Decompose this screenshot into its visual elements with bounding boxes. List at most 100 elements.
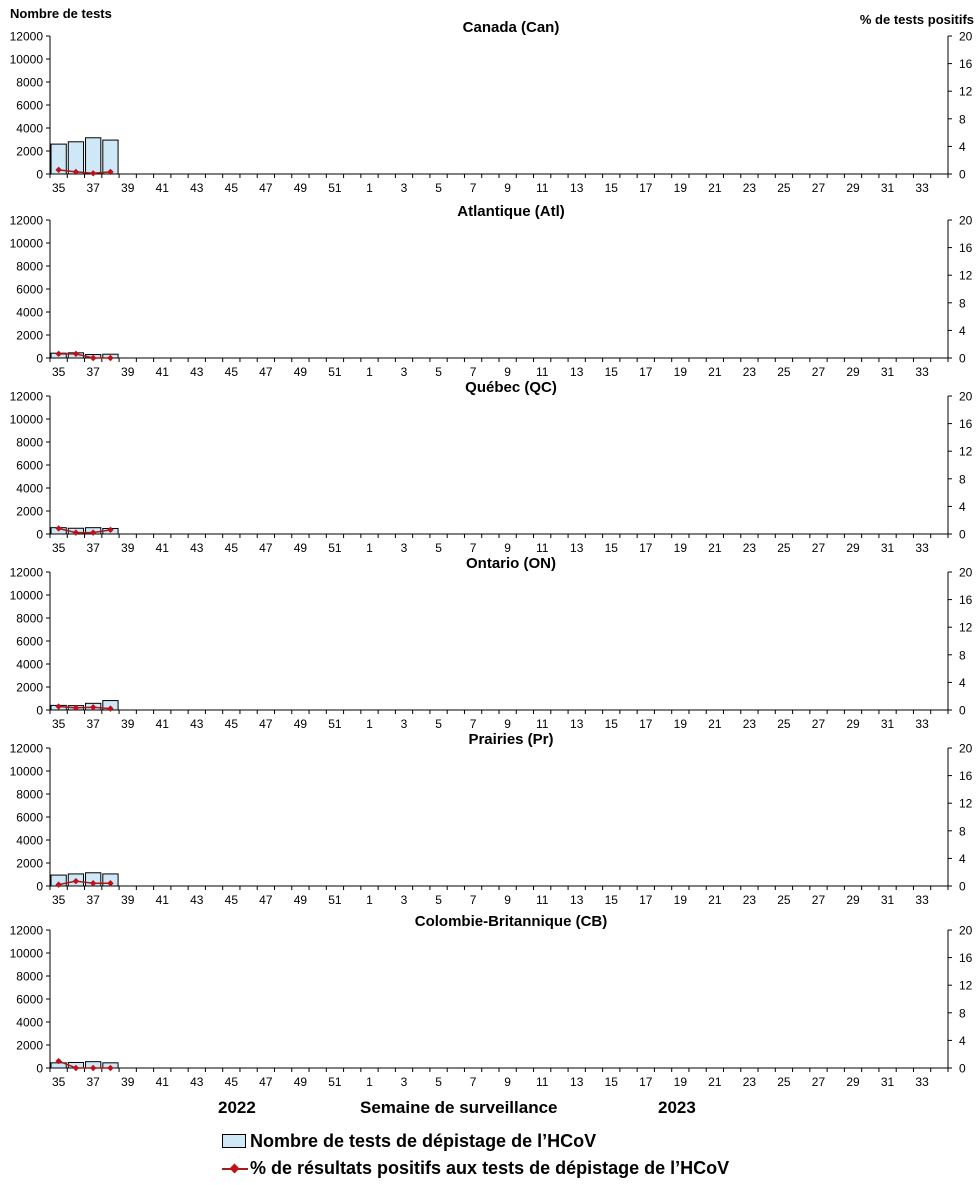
y-tick-label-left: 6000 (16, 283, 43, 297)
x-tick-label: 1 (366, 717, 373, 731)
y-tick-label-left: 0 (36, 1062, 43, 1076)
y-tick-label-left: 10000 (10, 765, 44, 779)
x-tick-label: 17 (639, 365, 653, 379)
y-tick-label-left: 4000 (16, 482, 43, 496)
y-tick-label-right: 20 (959, 30, 973, 44)
y-tick-label-right: 12 (959, 269, 973, 283)
x-tick-label: 29 (846, 717, 860, 731)
y-tick-label-left: 12000 (10, 390, 44, 404)
x-tick-label: 37 (86, 541, 100, 555)
year-label-right: 2023 (658, 1098, 696, 1117)
x-tick-label: 9 (504, 1075, 511, 1089)
x-tick-label: 25 (777, 365, 791, 379)
y-tick-label-left: 8000 (16, 260, 43, 274)
legend-marker-swatch (229, 1163, 240, 1174)
x-tick-label: 29 (846, 181, 860, 195)
panel-title: Ontario (ON) (466, 555, 556, 572)
y-tick-label-left: 0 (36, 352, 43, 366)
y-tick-label-right: 16 (959, 57, 973, 71)
x-tick-label: 41 (156, 1075, 170, 1089)
x-tick-label: 23 (743, 181, 757, 195)
x-tick-label: 17 (639, 541, 653, 555)
x-tick-label: 39 (121, 541, 135, 555)
y-tick-label-right: 0 (959, 528, 966, 542)
positivity-line (58, 1060, 111, 1069)
x-tick-label: 31 (881, 893, 895, 907)
x-tick-label: 15 (605, 365, 619, 379)
x-tick-label: 43 (190, 1075, 204, 1089)
x-tick-label: 31 (881, 717, 895, 731)
x-tick-label: 39 (121, 365, 135, 379)
x-tick-label: 3 (401, 1075, 408, 1089)
x-tick-label: 39 (121, 893, 135, 907)
positivity-point (89, 704, 97, 711)
positivity-point (55, 1057, 62, 1065)
year-label-left: 2022 (218, 1098, 256, 1117)
y-tick-label-right: 16 (959, 769, 973, 783)
y-tick-label-left: 12000 (10, 214, 44, 228)
y-tick-label-right: 8 (959, 648, 966, 662)
x-tick-label: 19 (674, 365, 688, 379)
x-tick-label: 31 (881, 1075, 895, 1089)
x-tick-label: 23 (743, 365, 757, 379)
x-tick-label: 17 (639, 717, 653, 731)
y-tick-label-left: 2000 (16, 329, 43, 343)
x-tick-label: 19 (674, 541, 688, 555)
x-tick-label: 35 (52, 181, 66, 195)
x-tick-label: 9 (504, 541, 511, 555)
panel-title: Colombie-Britannique (CB) (415, 913, 608, 930)
x-tick-label: 39 (121, 717, 135, 731)
x-tick-label: 15 (605, 893, 619, 907)
x-tick-label: 31 (881, 541, 895, 555)
y-tick-label-left: 12000 (10, 566, 44, 580)
y-tick-label-left: 0 (36, 168, 43, 182)
x-tick-label: 51 (328, 717, 342, 731)
y-tick-label-left: 4000 (16, 306, 43, 320)
y-tick-label-right: 8 (959, 472, 966, 486)
x-tick-label: 41 (156, 893, 170, 907)
x-tick-label: 13 (570, 541, 584, 555)
chart-panel: Prairies (Pr) 0 2000 4000 6000 8000 10000 12000… (10, 731, 973, 907)
x-tick-label: 5 (435, 181, 442, 195)
y-tick-label-left: 8000 (16, 612, 43, 626)
legend-label-tests: Nombre de tests de dépistage de l’HCoV (250, 1131, 597, 1151)
x-tick-label: 1 (366, 181, 373, 195)
y-tick-label-right: 8 (959, 296, 966, 310)
y-tick-label-left: 0 (36, 880, 43, 894)
legend-label-positivity: % de résultats positifs aux tests de dép… (250, 1158, 730, 1178)
x-tick-label: 15 (605, 717, 619, 731)
positivity-point (89, 1064, 97, 1072)
y-tick-label-left: 2000 (16, 1039, 43, 1053)
x-tick-label: 21 (708, 365, 722, 379)
x-tick-label: 47 (259, 181, 273, 195)
x-tick-label: 5 (435, 541, 442, 555)
x-tick-label: 31 (881, 181, 895, 195)
x-tick-label: 25 (777, 541, 791, 555)
y-tick-label-right: 20 (959, 214, 973, 228)
y-tick-label-left: 8000 (16, 970, 43, 984)
positivity-point (72, 529, 80, 536)
y-tick-label-right: 20 (959, 390, 973, 404)
left-axis-title: Nombre de tests (10, 6, 112, 21)
x-tick-label: 5 (435, 1075, 442, 1089)
y-tick-label-right: 0 (959, 168, 966, 182)
x-tick-label: 3 (401, 181, 408, 195)
positivity-point (107, 705, 114, 712)
x-tick-label: 37 (86, 181, 100, 195)
x-tick-label: 43 (190, 541, 204, 555)
x-tick-label: 3 (401, 893, 408, 907)
x-tick-label: 31 (881, 365, 895, 379)
x-tick-label: 9 (504, 717, 511, 731)
x-tick-label: 1 (366, 365, 373, 379)
x-tick-label: 11 (536, 365, 549, 379)
x-tick-label: 21 (708, 541, 722, 555)
x-tick-label: 27 (812, 541, 826, 555)
x-tick-label: 27 (812, 1075, 826, 1089)
y-tick-label-right: 0 (959, 704, 966, 718)
y-tick-label-right: 4 (959, 676, 966, 690)
x-tick-label: 5 (435, 365, 442, 379)
positivity-point (89, 170, 97, 177)
y-tick-label-left: 10000 (10, 53, 44, 67)
y-tick-label-right: 12 (959, 85, 973, 99)
positivity-point (107, 880, 114, 887)
